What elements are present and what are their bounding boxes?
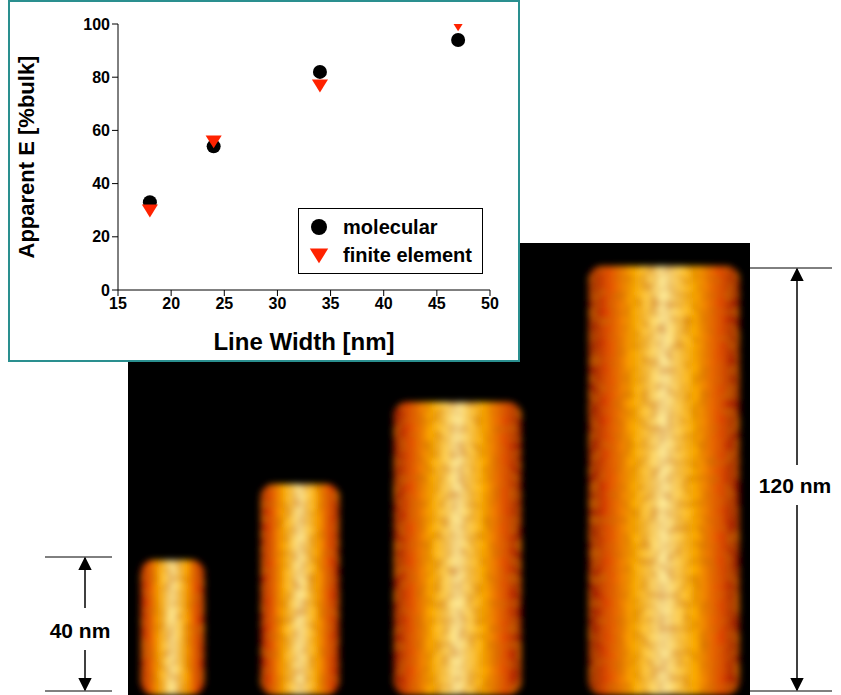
html-text:molecular: molecular	[343, 215, 438, 238]
svg-text:40: 40	[92, 175, 110, 192]
svg-text:20: 20	[92, 228, 110, 245]
svg-text:120 nm: 120 nm	[759, 474, 831, 497]
svg-text:40 nm: 40 nm	[50, 619, 111, 642]
svg-text:45: 45	[428, 295, 446, 312]
svg-text:0: 0	[101, 282, 110, 299]
svg-text:50: 50	[481, 295, 499, 312]
svg-text:Line Width [nm]: Line Width [nm]	[213, 328, 394, 355]
svg-text:20: 20	[162, 295, 180, 312]
svg-text:Apparent E [%bulk]: Apparent E [%bulk]	[14, 56, 39, 259]
svg-text:40: 40	[375, 295, 393, 312]
svg-text:15: 15	[109, 295, 127, 312]
svg-text:100: 100	[83, 16, 110, 33]
svg-text:25: 25	[215, 295, 233, 312]
svg-text:35: 35	[322, 295, 340, 312]
svg-text:30: 30	[269, 295, 287, 312]
svg-text:80: 80	[92, 69, 110, 86]
html-text:finite element: finite element	[343, 243, 472, 266]
svg-text:60: 60	[92, 122, 110, 139]
